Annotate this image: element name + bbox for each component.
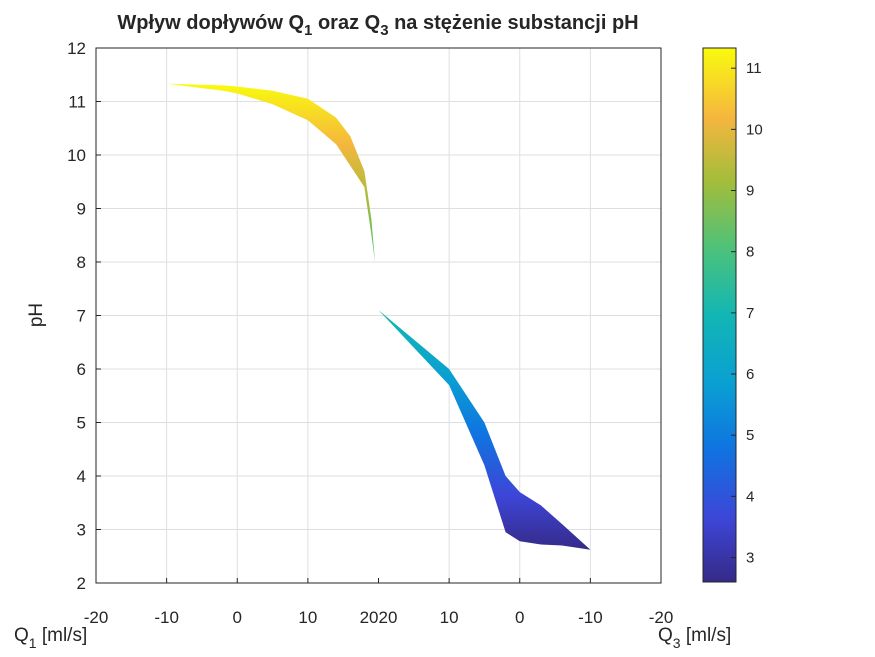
x-axis-label-q1: Q1 [ml/s]	[14, 625, 87, 651]
y-tick-label: 6	[77, 360, 86, 379]
colorbar-tick-label: 8	[746, 244, 754, 261]
colorbar-tick-labels: 3 4 5 6 7 8 9 10 11	[731, 60, 763, 567]
x-tick-label-q3: 10	[440, 608, 459, 627]
colorbar-tick-label: 11	[746, 60, 762, 77]
x-tick-label-q3: 20	[379, 608, 398, 627]
x-axis-label-q3: Q3 [ml/s]	[658, 625, 731, 651]
x-tick-labels-q1: -20 -10 0 10 20	[84, 608, 379, 627]
colorbar-tick-label: 10	[746, 121, 763, 138]
colorbar-tick-label: 5	[746, 427, 754, 444]
y-tick-label: 3	[77, 521, 86, 540]
y-tick-label: 2	[77, 574, 86, 593]
colorbar	[702, 47, 737, 583]
x-tick-label-q1: 0	[233, 608, 242, 627]
y-tick-label: 7	[77, 307, 86, 326]
axes	[95, 47, 662, 584]
y-tick-label: 12	[67, 39, 86, 58]
y-tick-labels: 2 3 4 5 6 7 8 9 10 11 12	[67, 39, 86, 593]
x-tick-label-q3: -20	[649, 608, 674, 627]
y-axis-label: pH	[26, 303, 47, 327]
colorbar-tick-label: 3	[746, 550, 754, 567]
colorbar-tick-label: 4	[746, 488, 754, 505]
colorbar-tick-label: 9	[746, 183, 754, 200]
y-tick-label: 10	[67, 146, 86, 165]
x-tick-label-q3: -10	[578, 608, 603, 627]
y-tick-label: 9	[77, 200, 86, 219]
chart-title: Wpływ dopływów Q1 oraz Q3 na stężenie su…	[117, 12, 638, 39]
x-tick-label-q1: -10	[154, 608, 179, 627]
x-tick-label-q1: 20	[360, 608, 379, 627]
y-tick-label: 11	[68, 93, 86, 112]
y-tick-label: 5	[77, 414, 86, 433]
y-tick-label: 8	[77, 253, 86, 272]
x-tick-label-q3: 0	[515, 608, 524, 627]
y-tick-label: 4	[77, 467, 86, 486]
colorbar-tick-label: 7	[746, 305, 754, 322]
x-tick-label-q1: -20	[84, 608, 109, 627]
colorbar-tick-label: 6	[746, 366, 754, 383]
x-tick-label-q1: 10	[298, 608, 317, 627]
ph-band-area	[166, 83, 591, 550]
plot-frame	[95, 47, 662, 584]
x-tick-labels-q3: 20 10 0 -10 -20	[379, 608, 674, 627]
